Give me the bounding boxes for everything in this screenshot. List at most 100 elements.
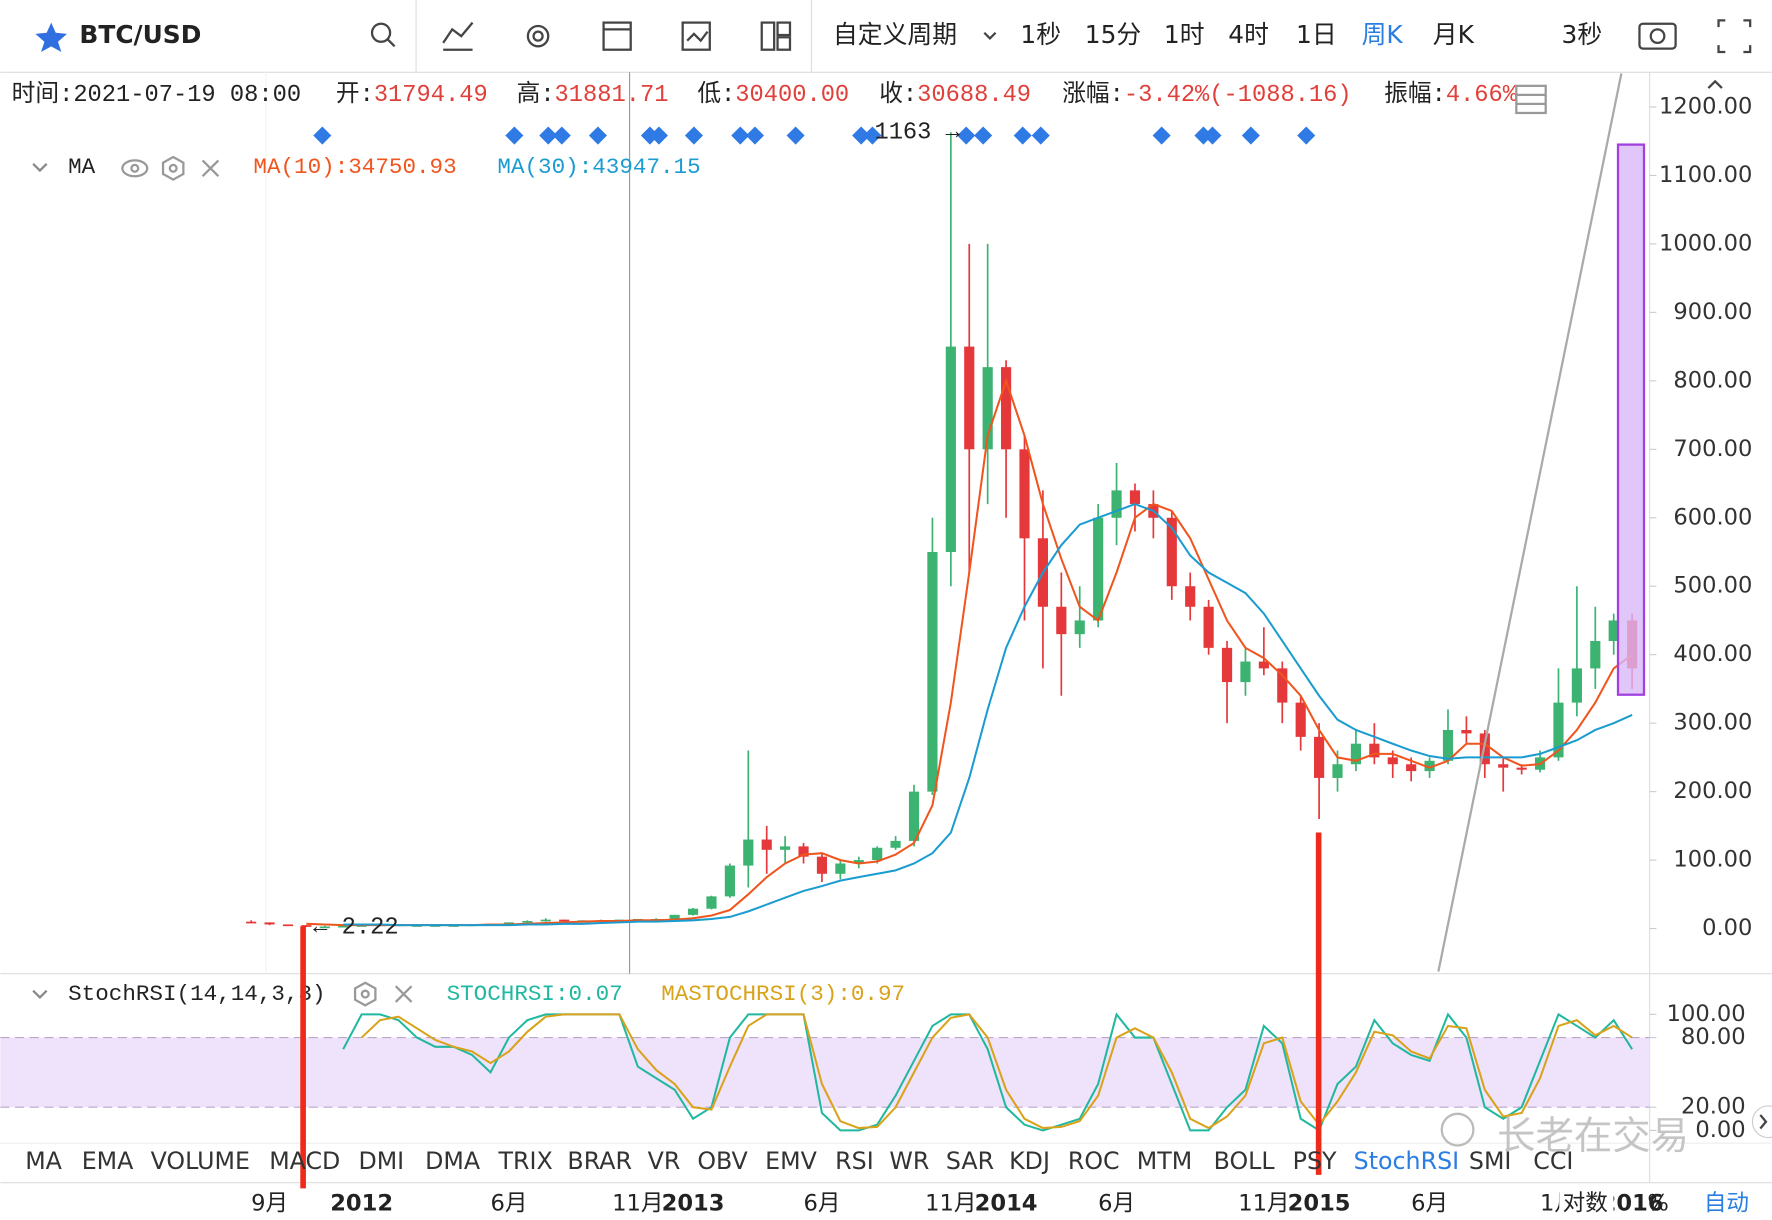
template-icon[interactable] <box>602 21 632 51</box>
event-marker[interactable] <box>745 126 764 145</box>
y-tick-label: 80.00 <box>1681 1024 1746 1050</box>
fullscreen-icon[interactable] <box>1717 19 1752 54</box>
period-button[interactable]: 1时 <box>1164 20 1205 49</box>
indicator-tab[interactable]: OBV <box>697 1147 748 1175</box>
symbol[interactable]: BTC/USD <box>79 20 201 49</box>
event-marker[interactable] <box>1297 126 1316 145</box>
indicator-tab[interactable]: EMV <box>765 1147 817 1175</box>
collapse-chevron[interactable] <box>32 162 48 173</box>
period-button[interactable]: 月K <box>1433 20 1475 49</box>
candle-body <box>1166 517 1177 587</box>
period-button[interactable]: 1秒 <box>1020 20 1061 49</box>
layout-icon[interactable] <box>760 21 792 51</box>
event-marker[interactable] <box>974 126 993 145</box>
indicator-tab[interactable]: EMA <box>82 1147 134 1175</box>
percent-button[interactable]: % <box>1647 1191 1668 1217</box>
y-tick-label: 500.00 <box>1673 573 1752 599</box>
collapse-chevron[interactable] <box>1707 79 1723 89</box>
event-marker[interactable] <box>1013 126 1032 145</box>
compare-icon[interactable] <box>681 21 711 51</box>
info-item: 低:30400.00 <box>697 80 849 109</box>
info-label: 开: <box>336 82 374 109</box>
event-marker[interactable] <box>957 126 976 145</box>
event-marker[interactable] <box>684 126 703 145</box>
y-tick-label: 400.00 <box>1673 641 1752 667</box>
search-icon[interactable] <box>370 22 396 48</box>
settings-icon[interactable] <box>161 155 185 181</box>
scroll-button[interactable] <box>1751 1105 1772 1139</box>
refresh-interval[interactable]: 3秒 <box>1562 20 1603 49</box>
event-marker[interactable] <box>731 126 750 145</box>
event-marker[interactable] <box>1203 126 1222 145</box>
settings-icon[interactable] <box>526 24 550 48</box>
indicator-tab[interactable]: MTM <box>1137 1147 1192 1175</box>
indicator-tab[interactable]: CCI <box>1533 1147 1573 1175</box>
indicator-tab[interactable]: TRIX <box>498 1147 553 1175</box>
toolbar: BTC/USD 自定义周期 3秒 <box>0 0 1772 73</box>
indicator-tab[interactable]: MACD <box>269 1147 340 1175</box>
event-marker[interactable] <box>1152 126 1171 145</box>
indicator-tab[interactable]: BRAR <box>567 1147 632 1175</box>
event-marker[interactable] <box>1031 126 1050 145</box>
candle-body <box>282 924 294 927</box>
event-marker[interactable] <box>852 126 871 145</box>
indicator-tab[interactable]: RSI <box>835 1147 874 1175</box>
button-background[interactable] <box>1559 1188 1614 1220</box>
y-tick-label: 300.00 <box>1673 710 1752 736</box>
candle-body <box>1406 764 1417 772</box>
table-icon[interactable] <box>1515 84 1547 115</box>
watermark-icon <box>1440 1112 1475 1147</box>
indicator-tab[interactable]: MA <box>25 1147 62 1175</box>
period-button[interactable]: 4时 <box>1228 20 1269 49</box>
scroll-chevron[interactable] <box>1759 1114 1768 1130</box>
indicator-icon[interactable] <box>442 21 474 51</box>
event-marker[interactable] <box>505 126 524 145</box>
candle-body <box>1571 668 1582 703</box>
settings-icon[interactable] <box>353 981 377 1007</box>
indicator-tab[interactable]: PSY <box>1293 1147 1337 1175</box>
period-button[interactable]: 1日 <box>1296 20 1337 49</box>
visibility-icon[interactable] <box>121 159 149 178</box>
event-marker[interactable] <box>552 126 571 145</box>
candle-body <box>1608 620 1619 642</box>
indicator-tab[interactable]: VOLUME <box>151 1147 250 1175</box>
screenshot-icon[interactable] <box>1638 22 1677 50</box>
indicator-tab[interactable]: WR <box>889 1147 929 1175</box>
collapse-chevron[interactable] <box>32 989 48 1000</box>
y-tick-label: 0.00 <box>1695 1117 1745 1143</box>
scroll-button-circle[interactable] <box>1751 1105 1772 1139</box>
indicator-tab[interactable]: StochRSI <box>1354 1147 1459 1175</box>
y-tick-label: 700.00 <box>1673 436 1752 462</box>
indicator-tab[interactable]: DMA <box>425 1147 481 1175</box>
candle-body <box>301 925 312 927</box>
event-marker[interactable] <box>649 126 668 145</box>
event-marker[interactable] <box>786 126 805 145</box>
auto-scale-button[interactable]: 自动 <box>1704 1191 1749 1217</box>
info-item: 涨幅:-3.42%(-1088.16) <box>1062 80 1351 109</box>
favorite-star[interactable] <box>35 22 68 52</box>
candle-body <box>1553 702 1564 758</box>
event-marker[interactable] <box>1241 126 1260 145</box>
period-menu[interactable]: 自定义周期 <box>833 20 957 49</box>
x-tick-label: 6月 <box>490 1191 527 1217</box>
info-label: 振幅: <box>1384 80 1446 109</box>
close-icon[interactable] <box>394 985 413 1003</box>
dropdown-chevron[interactable] <box>983 31 997 41</box>
period-button[interactable]: 15分 <box>1085 20 1141 49</box>
event-marker[interactable] <box>313 126 332 145</box>
indicator-tab[interactable]: DMI <box>358 1147 404 1175</box>
event-marker[interactable] <box>588 126 607 145</box>
candle-body <box>1369 743 1380 758</box>
close-icon[interactable] <box>201 159 220 178</box>
indicator-tab[interactable]: ROC <box>1068 1147 1120 1175</box>
indicator-tab[interactable]: SMI <box>1469 1147 1512 1175</box>
range-box[interactable] <box>1616 143 1646 696</box>
indicator-tab[interactable]: VR <box>648 1147 681 1175</box>
period-button[interactable]: 周K <box>1362 20 1404 49</box>
indicator-tab[interactable]: BOLL <box>1214 1147 1276 1175</box>
log-scale-button[interactable]: 对数 <box>1563 1191 1608 1217</box>
indicator-tab[interactable]: KDJ <box>1009 1147 1050 1175</box>
candle-body <box>706 896 717 909</box>
indicator-tab[interactable]: SAR <box>946 1147 994 1175</box>
trend-line[interactable] <box>1437 73 1623 972</box>
